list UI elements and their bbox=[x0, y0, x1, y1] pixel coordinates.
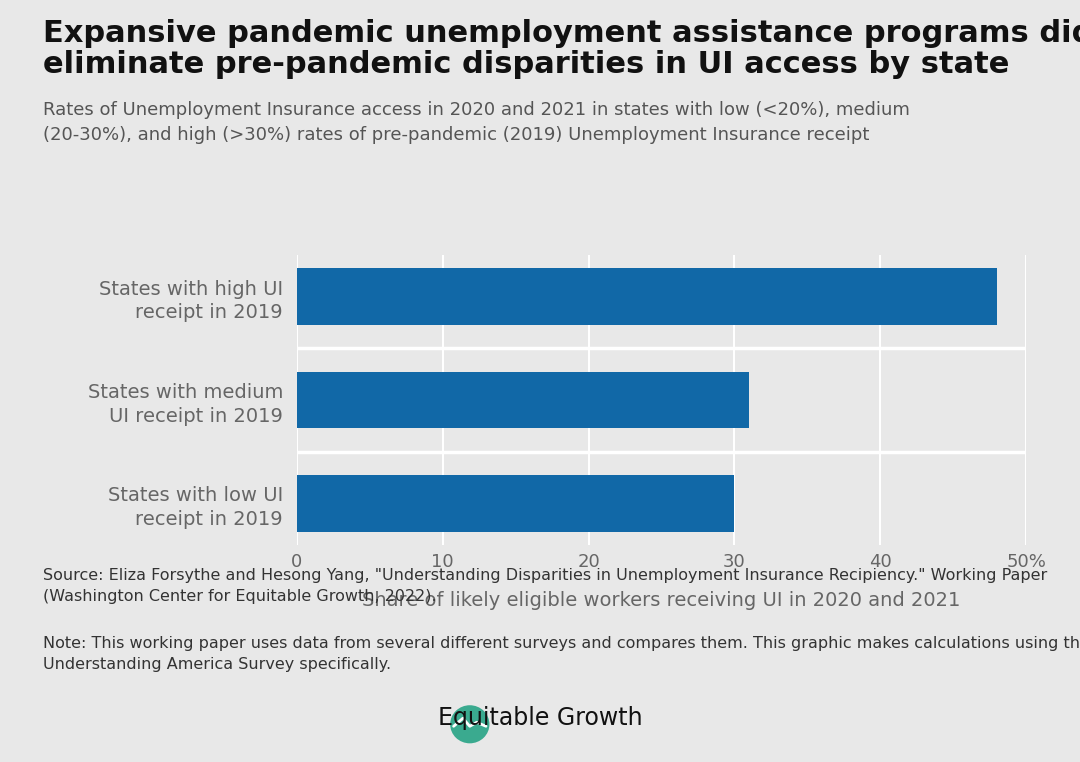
X-axis label: Share of likely eligible workers receiving UI in 2020 and 2021: Share of likely eligible workers receivi… bbox=[362, 591, 961, 610]
Bar bbox=[297, 372, 750, 428]
Text: Expansive pandemic unemployment assistance programs did not: Expansive pandemic unemployment assistan… bbox=[43, 19, 1080, 48]
Text: eliminate pre-pandemic disparities in UI access by state: eliminate pre-pandemic disparities in UI… bbox=[43, 50, 1010, 78]
Text: Rates of Unemployment Insurance access in 2020 and 2021 in states with low (<20%: Rates of Unemployment Insurance access i… bbox=[43, 101, 910, 143]
Ellipse shape bbox=[450, 706, 489, 744]
Bar bbox=[297, 475, 734, 532]
Text: Note: This working paper uses data from several different surveys and compares t: Note: This working paper uses data from … bbox=[43, 636, 1080, 672]
Bar bbox=[297, 268, 997, 325]
Text: Source: Eliza Forsythe and Hesong Yang, "Understanding Disparities in Unemployme: Source: Eliza Forsythe and Hesong Yang, … bbox=[43, 568, 1048, 604]
Text: Equitable Growth: Equitable Growth bbox=[437, 706, 643, 730]
